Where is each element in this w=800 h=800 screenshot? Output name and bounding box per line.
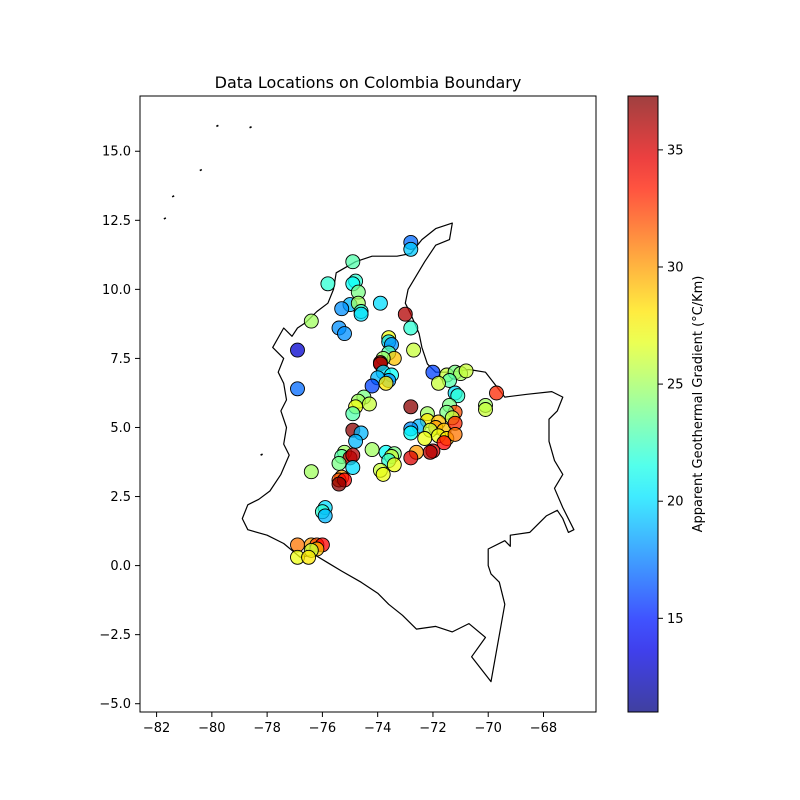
- plot-area: [139, 95, 597, 713]
- y-axis: −5.0 −2.5 0.0 2.5 5.0 7.5 10.0 12.5 15.0: [99, 145, 140, 712]
- scatter-point: [458, 363, 474, 379]
- y-tick-label: 0.0: [110, 559, 131, 574]
- scatter-point: [478, 402, 493, 417]
- scatter-point: [403, 450, 419, 466]
- colorbar-tick-label: 30: [667, 260, 684, 275]
- scatter-point: [345, 447, 361, 463]
- scatter-point: [436, 435, 452, 451]
- boundary-island: [199, 168, 203, 172]
- scatter-point: [290, 537, 305, 553]
- x-tick-label: −82: [143, 721, 170, 736]
- scatter-point: [386, 457, 402, 473]
- scatter-point: [320, 276, 336, 292]
- scatter-point: [372, 295, 388, 311]
- scatter-point: [353, 306, 369, 322]
- scatter-point: [422, 444, 438, 460]
- colorbar-tick-label: 25: [667, 378, 684, 393]
- scatter-point: [364, 442, 380, 458]
- colorbar-tick-label: 20: [667, 495, 684, 510]
- y-tick-label: 10.0: [102, 283, 131, 298]
- scatter-point: [301, 549, 317, 565]
- scatter-point: [290, 381, 305, 397]
- scatter-point: [331, 476, 347, 492]
- x-tick-label: −80: [198, 721, 225, 736]
- scatter-point: [303, 464, 319, 480]
- boundary-island: [249, 126, 252, 129]
- scatter-point: [397, 306, 413, 322]
- scatter-point: [489, 385, 504, 401]
- scatter-point: [403, 399, 419, 415]
- scatter-point: [450, 388, 466, 404]
- scatter-point: [378, 375, 394, 391]
- colorbar-ticks: 15 20 25 30 35: [658, 143, 684, 627]
- x-tick-label: −74: [364, 721, 391, 736]
- scatter-point: [364, 378, 380, 394]
- scatter-point: [361, 396, 377, 412]
- colorbar-gradient: [628, 96, 658, 712]
- scatter-point: [417, 431, 433, 446]
- y-tick-label: 12.5: [102, 214, 131, 229]
- chart-title: Data Locations on Colombia Boundary: [215, 73, 522, 92]
- x-tick-label: −78: [253, 721, 280, 736]
- x-tick-label: −68: [530, 721, 557, 736]
- x-tick-label: −70: [474, 721, 501, 736]
- scatter-point: [345, 460, 361, 475]
- boundary-mainland: [241, 222, 575, 683]
- scatter-point: [375, 466, 391, 482]
- y-tick-label: 5.0: [110, 421, 131, 436]
- colorbar-frame: [627, 95, 659, 713]
- scatter-point: [348, 433, 364, 449]
- scatter-point: [345, 254, 361, 270]
- colombia-boundary: [163, 124, 575, 683]
- y-tick-label: 7.5: [110, 352, 131, 367]
- data-points: [290, 234, 504, 565]
- boundary-island: [216, 124, 219, 128]
- y-tick-label: −5.0: [99, 697, 131, 712]
- scatter-point: [403, 241, 419, 257]
- boundary-island: [171, 195, 175, 198]
- colorbar: 15 20 25 30 35 Apparent Geothermal Gradient …: [627, 95, 706, 713]
- x-tick-label: −76: [309, 721, 336, 736]
- plot-frame: [139, 95, 597, 713]
- scatter-point: [303, 313, 319, 329]
- scatter-point: [403, 320, 419, 336]
- colorbar-tick-label: 35: [667, 143, 684, 158]
- scatter-point: [317, 508, 333, 524]
- scatter-point: [290, 342, 305, 358]
- scatter-point: [431, 375, 446, 391]
- y-tick-label: 15.0: [102, 145, 131, 160]
- scatter-point: [403, 425, 419, 441]
- x-tick-label: −72: [419, 721, 446, 736]
- colorbar-label: Apparent Geothermal Gradient (°C/Km): [691, 276, 706, 533]
- scatter-point: [334, 301, 350, 317]
- y-tick-label: 2.5: [110, 490, 131, 505]
- boundary-island: [260, 453, 263, 456]
- scatter-point: [331, 455, 347, 471]
- scatter-point: [406, 342, 422, 358]
- scatter-point: [345, 406, 361, 422]
- scatter-point: [447, 426, 463, 442]
- boundary-island: [163, 217, 167, 220]
- scatter-point: [337, 326, 352, 342]
- colorbar-tick-label: 15: [667, 612, 684, 627]
- x-axis: −82 −80 −78 −76 −74 −72 −70 −68: [143, 712, 557, 736]
- y-tick-label: −2.5: [99, 628, 131, 643]
